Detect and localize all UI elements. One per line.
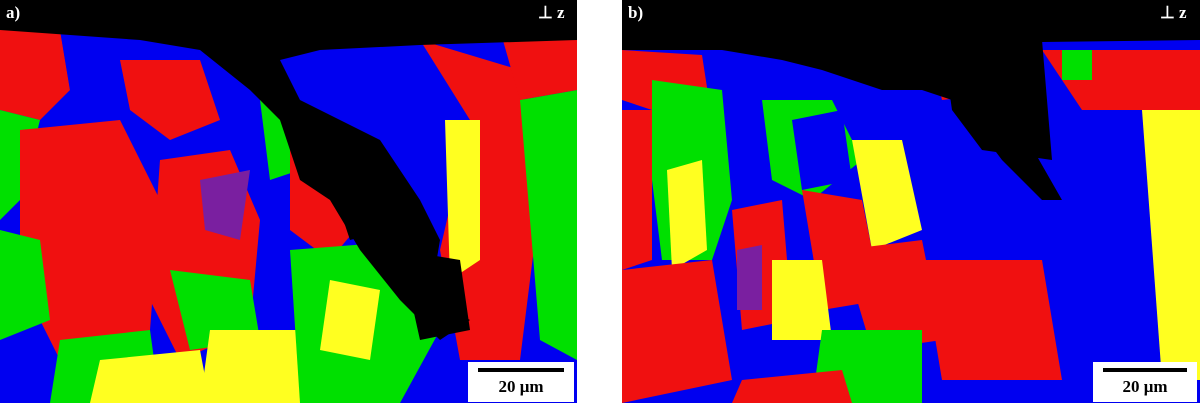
panel-label: a) [6, 3, 20, 22]
scale-bar: 20 μm [468, 362, 574, 402]
scale-bar-text: 20 μm [1122, 377, 1167, 396]
panel-label: b) [628, 3, 643, 22]
scale-bar-text: 20 μm [498, 377, 543, 396]
ebsd-map-b [622, 0, 1200, 403]
direction-label: ⊥ z [538, 3, 565, 22]
ebsd-map-a [0, 0, 577, 403]
direction-label: ⊥ z [1160, 3, 1187, 22]
scale-bar: 20 μm [1093, 362, 1197, 402]
